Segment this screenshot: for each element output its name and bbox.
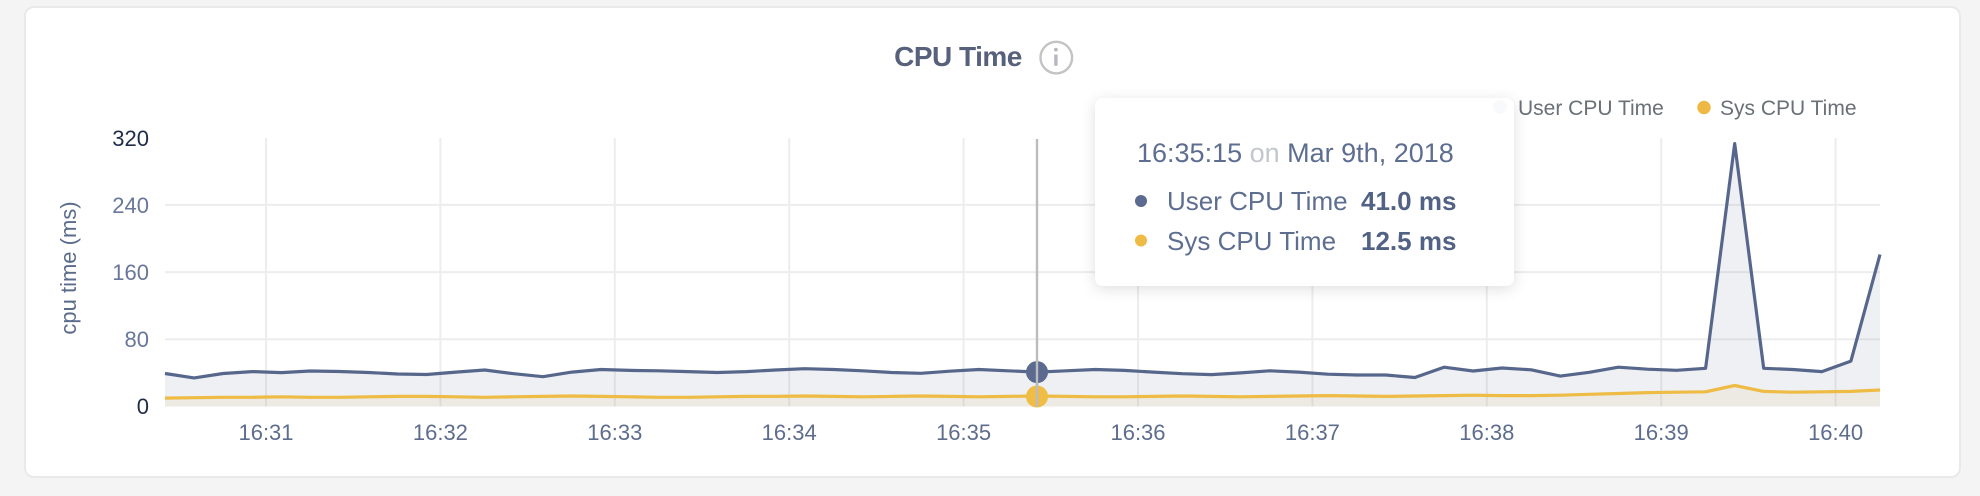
svg-text:CPU Time: CPU Time (894, 41, 1022, 72)
svg-text:16:38: 16:38 (1459, 420, 1514, 445)
svg-text:16:35: 16:35 (936, 420, 991, 445)
svg-text:16:36: 16:36 (1110, 420, 1165, 445)
svg-text:16:32: 16:32 (413, 420, 468, 445)
svg-text:16:39: 16:39 (1634, 420, 1689, 445)
svg-text:User CPU Time: User CPU Time (1518, 97, 1664, 120)
svg-text:16:37: 16:37 (1285, 420, 1340, 445)
svg-text:16:40: 16:40 (1808, 420, 1863, 445)
svg-text:80: 80 (125, 327, 149, 352)
svg-text:240: 240 (112, 193, 149, 218)
svg-text:16:34: 16:34 (762, 420, 817, 445)
svg-text:16:33: 16:33 (587, 420, 642, 445)
svg-text:cpu time (ms): cpu time (ms) (56, 201, 81, 334)
svg-text:160: 160 (112, 260, 149, 285)
svg-text:0: 0 (137, 394, 149, 419)
svg-text:320: 320 (112, 126, 149, 151)
svg-text:16:31: 16:31 (238, 420, 293, 445)
svg-text:Sys CPU Time: Sys CPU Time (1720, 97, 1857, 120)
